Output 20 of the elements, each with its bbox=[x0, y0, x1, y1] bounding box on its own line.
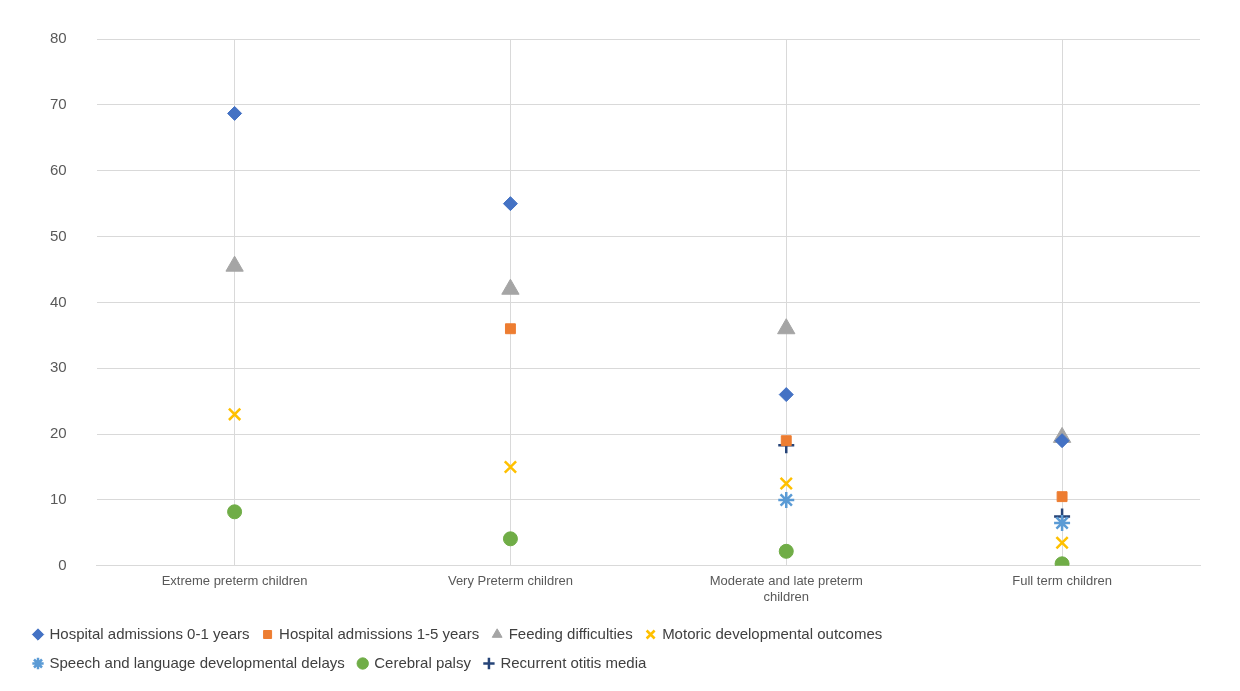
y-tick-label: 60 bbox=[50, 160, 67, 178]
legend-label: Hospital admissions 0-1 years bbox=[49, 624, 250, 642]
legend-label: Speech and language developmental delays bbox=[49, 653, 345, 671]
x-tick-label: Extreme preterm children bbox=[161, 573, 308, 589]
y-tick-label: 10 bbox=[50, 490, 67, 508]
y-tick-label: 20 bbox=[50, 424, 67, 442]
legend-label: Motoric developmental outcomes bbox=[662, 624, 883, 642]
x-tick-label: Very Preterm children bbox=[447, 573, 573, 589]
y-tick-label: 30 bbox=[50, 358, 67, 376]
y-tick-label: 0 bbox=[58, 555, 67, 573]
legend-label: Hospital admissions 1-5 years bbox=[279, 624, 480, 642]
y-tick-label: 50 bbox=[50, 226, 67, 244]
y-tick-label: 70 bbox=[50, 94, 67, 112]
legend-label: Cerebral palsy bbox=[374, 653, 472, 671]
legend-label: Feeding difficulties bbox=[508, 624, 633, 642]
x-tick-label: Moderate and late preterm children bbox=[709, 573, 863, 604]
y-tick-label: 80 bbox=[50, 29, 67, 47]
x-tick-label: Full term children bbox=[1012, 573, 1112, 589]
y-tick-label: 40 bbox=[50, 292, 67, 310]
legend-label: Recurrent otitis media bbox=[500, 653, 647, 671]
